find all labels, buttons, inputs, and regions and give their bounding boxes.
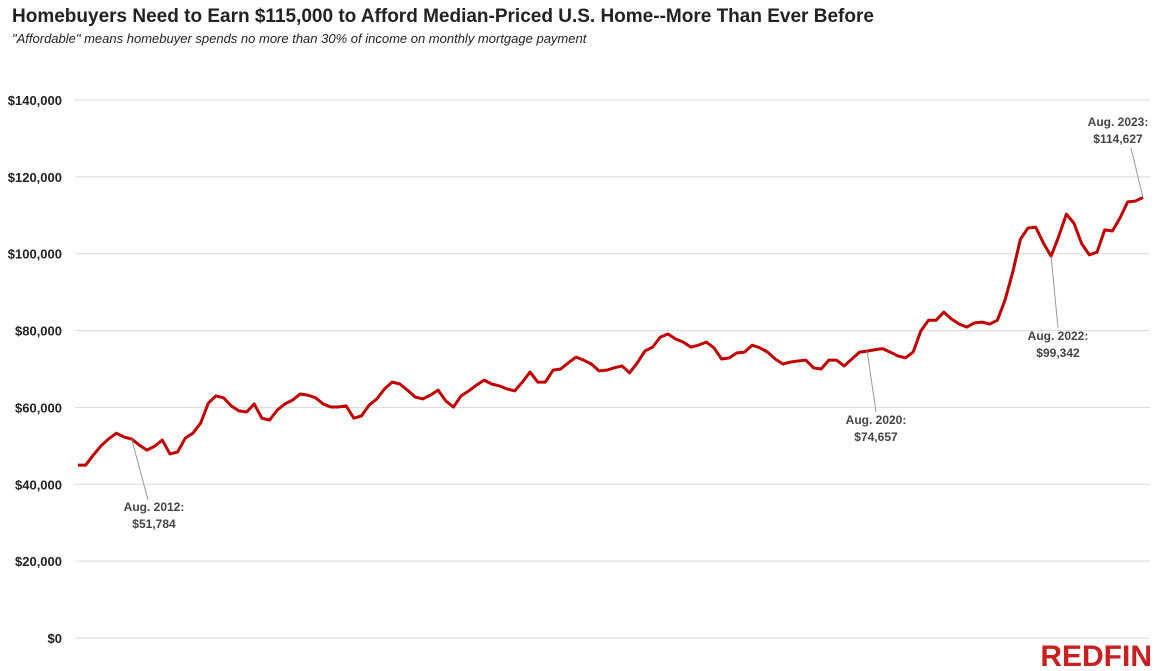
annotation-leader xyxy=(866,351,877,413)
annotation-label: Aug. 2023: xyxy=(1088,115,1149,129)
y-tick-label: $100,000 xyxy=(8,247,62,262)
series-line xyxy=(78,196,1144,467)
y-tick-label: $40,000 xyxy=(15,477,62,492)
y-tick-label: $120,000 xyxy=(8,170,62,185)
y-tick-label: $20,000 xyxy=(15,554,62,569)
chart-title: Homebuyers Need to Earn $115,000 to Affo… xyxy=(12,6,874,27)
annotation-label: Aug. 2012: xyxy=(124,500,185,514)
logo: REDFIN xyxy=(1040,640,1152,671)
annotation-label: Aug. 2022: xyxy=(1028,329,1089,343)
y-tick-label: $80,000 xyxy=(15,324,62,339)
annotation-value: $114,627 xyxy=(1093,132,1143,146)
annotation-value: $74,657 xyxy=(854,430,898,444)
chart-subtitle: "Affordable" means homebuyer spends no m… xyxy=(12,31,588,46)
annotation-leader xyxy=(1050,256,1059,329)
y-tick-label: $60,000 xyxy=(15,400,62,415)
y-tick-label: $0 xyxy=(48,631,62,646)
y-tick-label: $140,000 xyxy=(8,93,62,108)
annotation-leader xyxy=(1130,147,1144,198)
annotation-value: $99,342 xyxy=(1036,346,1080,360)
annotation-label: Aug. 2020: xyxy=(846,413,907,427)
annotation-value: $51,784 xyxy=(132,517,176,531)
annotation-leader xyxy=(131,438,149,501)
